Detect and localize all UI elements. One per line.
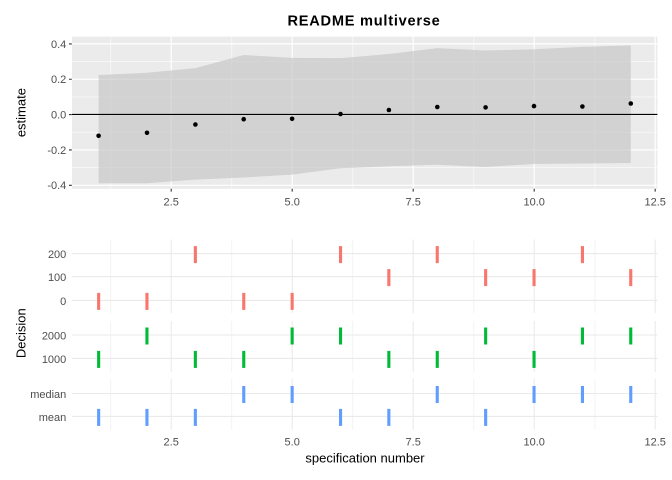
svg-text:12.5: 12.5 (644, 197, 665, 209)
svg-text:median: median (30, 389, 66, 401)
svg-text:0.0: 0.0 (51, 110, 66, 122)
svg-text:estimate: estimate (13, 88, 28, 137)
svg-text:Decision: Decision (13, 308, 28, 358)
svg-text:10.0: 10.0 (523, 436, 544, 448)
svg-text:-0.4: -0.4 (47, 180, 66, 192)
svg-text:0.2: 0.2 (51, 74, 66, 86)
svg-text:7.5: 7.5 (406, 436, 421, 448)
svg-text:mean: mean (39, 412, 67, 424)
svg-text:2.5: 2.5 (164, 436, 179, 448)
svg-text:0.4: 0.4 (51, 39, 66, 51)
svg-text:-0.2: -0.2 (47, 145, 66, 157)
svg-text:1000: 1000 (42, 354, 66, 366)
svg-text:specification number: specification number (305, 450, 425, 465)
svg-text:0: 0 (60, 296, 66, 308)
svg-text:100: 100 (48, 272, 66, 284)
svg-text:10.0: 10.0 (523, 197, 544, 209)
svg-text:2.5: 2.5 (164, 197, 179, 209)
svg-text:200: 200 (48, 249, 66, 261)
svg-text:7.5: 7.5 (406, 197, 421, 209)
svg-text:README multiverse: README multiverse (287, 14, 440, 30)
svg-text:12.5: 12.5 (644, 436, 665, 448)
svg-text:2000: 2000 (42, 331, 66, 343)
svg-text:5.0: 5.0 (285, 197, 300, 209)
svg-text:5.0: 5.0 (285, 436, 300, 448)
